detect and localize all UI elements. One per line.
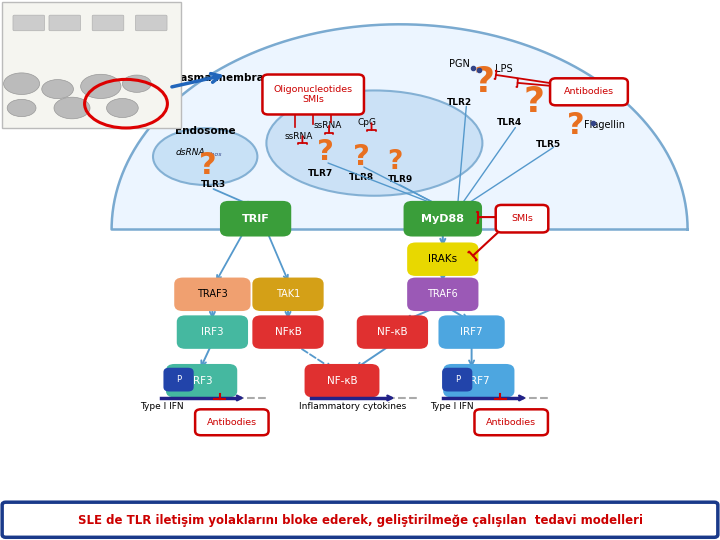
Text: Antibodies: Antibodies	[486, 418, 536, 427]
FancyBboxPatch shape	[195, 409, 269, 435]
FancyBboxPatch shape	[2, 2, 181, 128]
Text: LPS: LPS	[495, 64, 513, 74]
FancyBboxPatch shape	[550, 78, 628, 105]
FancyBboxPatch shape	[13, 15, 45, 31]
Text: TLR9: TLR9	[387, 176, 413, 184]
FancyBboxPatch shape	[253, 278, 324, 311]
Text: IRAKs: IRAKs	[428, 254, 457, 264]
FancyBboxPatch shape	[403, 201, 482, 237]
Text: TLR3: TLR3	[202, 180, 226, 188]
Text: NF-κB: NF-κB	[377, 327, 408, 337]
Text: TRAF3: TRAF3	[197, 289, 228, 299]
Text: Plasma membrane: Plasma membrane	[168, 73, 278, 83]
FancyBboxPatch shape	[408, 242, 478, 276]
Text: ssRNA: ssRNA	[313, 121, 342, 130]
FancyBboxPatch shape	[92, 15, 124, 31]
Text: CpG: CpG	[358, 118, 377, 127]
Text: TRIF: TRIF	[242, 214, 269, 224]
Text: Antibodies: Antibodies	[207, 418, 257, 427]
Text: NFκB: NFκB	[274, 327, 302, 337]
FancyBboxPatch shape	[253, 315, 324, 349]
Text: Endosome: Endosome	[175, 126, 235, 136]
Text: ssRNA: ssRNA	[284, 132, 313, 140]
Ellipse shape	[153, 128, 258, 185]
FancyBboxPatch shape	[49, 15, 81, 31]
Text: TLR5: TLR5	[536, 140, 561, 149]
FancyBboxPatch shape	[496, 205, 549, 232]
FancyBboxPatch shape	[408, 278, 478, 311]
Text: ?: ?	[317, 138, 334, 166]
Text: P: P	[454, 375, 460, 384]
Ellipse shape	[42, 79, 73, 99]
Text: IRF3: IRF3	[201, 327, 224, 337]
FancyBboxPatch shape	[163, 368, 194, 392]
Text: IRF7: IRF7	[460, 327, 483, 337]
Text: ?: ?	[199, 151, 216, 180]
Text: P: P	[176, 375, 181, 384]
Text: TRAF6: TRAF6	[428, 289, 458, 299]
Ellipse shape	[4, 73, 40, 94]
FancyBboxPatch shape	[135, 15, 167, 31]
Text: IRF7: IRF7	[467, 376, 490, 386]
FancyBboxPatch shape	[177, 315, 248, 349]
Text: ?: ?	[473, 65, 495, 99]
Text: ?: ?	[523, 85, 545, 118]
Text: SLE de TLR iletişim yolaklarını bloke ederek, geliştirilmeğe çalışılan  tedavi m: SLE de TLR iletişim yolaklarını bloke ed…	[78, 514, 642, 526]
Text: TLR4: TLR4	[497, 118, 523, 127]
FancyBboxPatch shape	[166, 364, 238, 397]
FancyBboxPatch shape	[2, 502, 718, 537]
Text: Oligonucleotides
SMIs: Oligonucleotides SMIs	[274, 85, 353, 104]
Text: Inflammatory cytokines: Inflammatory cytokines	[300, 402, 406, 410]
FancyBboxPatch shape	[305, 364, 379, 397]
Text: ?: ?	[387, 149, 402, 175]
Text: ribos: ribos	[207, 152, 222, 157]
Text: ?: ?	[353, 143, 370, 171]
Text: TLR8: TLR8	[349, 173, 374, 181]
FancyBboxPatch shape	[174, 278, 251, 311]
FancyBboxPatch shape	[262, 75, 364, 114]
Text: Type I IFN: Type I IFN	[140, 402, 184, 410]
FancyBboxPatch shape	[444, 364, 515, 397]
Text: Flagellin: Flagellin	[585, 120, 625, 130]
FancyBboxPatch shape	[438, 315, 505, 349]
Text: Antibodies: Antibodies	[564, 87, 614, 96]
Text: NF-κB: NF-κB	[327, 376, 357, 386]
Text: Type I IFN: Type I IFN	[431, 402, 474, 410]
Text: Endosome: Endosome	[297, 102, 358, 111]
Text: TLR7: TLR7	[307, 170, 333, 178]
Text: SMIs: SMIs	[511, 214, 533, 223]
FancyBboxPatch shape	[442, 368, 472, 392]
Text: dsRNA: dsRNA	[176, 148, 206, 157]
Ellipse shape	[122, 75, 151, 92]
Ellipse shape	[107, 98, 138, 118]
Text: MyD88: MyD88	[421, 214, 464, 224]
Ellipse shape	[54, 97, 90, 119]
Ellipse shape	[7, 99, 36, 117]
Polygon shape	[112, 24, 688, 230]
Ellipse shape	[266, 91, 482, 195]
Text: TAK1: TAK1	[276, 289, 300, 299]
FancyBboxPatch shape	[357, 315, 428, 349]
FancyBboxPatch shape	[220, 201, 291, 237]
FancyBboxPatch shape	[474, 409, 548, 435]
Text: PGN: PGN	[449, 59, 469, 69]
Text: TLR2: TLR2	[447, 98, 472, 107]
Text: IRF3: IRF3	[190, 376, 213, 386]
Ellipse shape	[81, 75, 121, 98]
Text: ?: ?	[567, 111, 585, 140]
